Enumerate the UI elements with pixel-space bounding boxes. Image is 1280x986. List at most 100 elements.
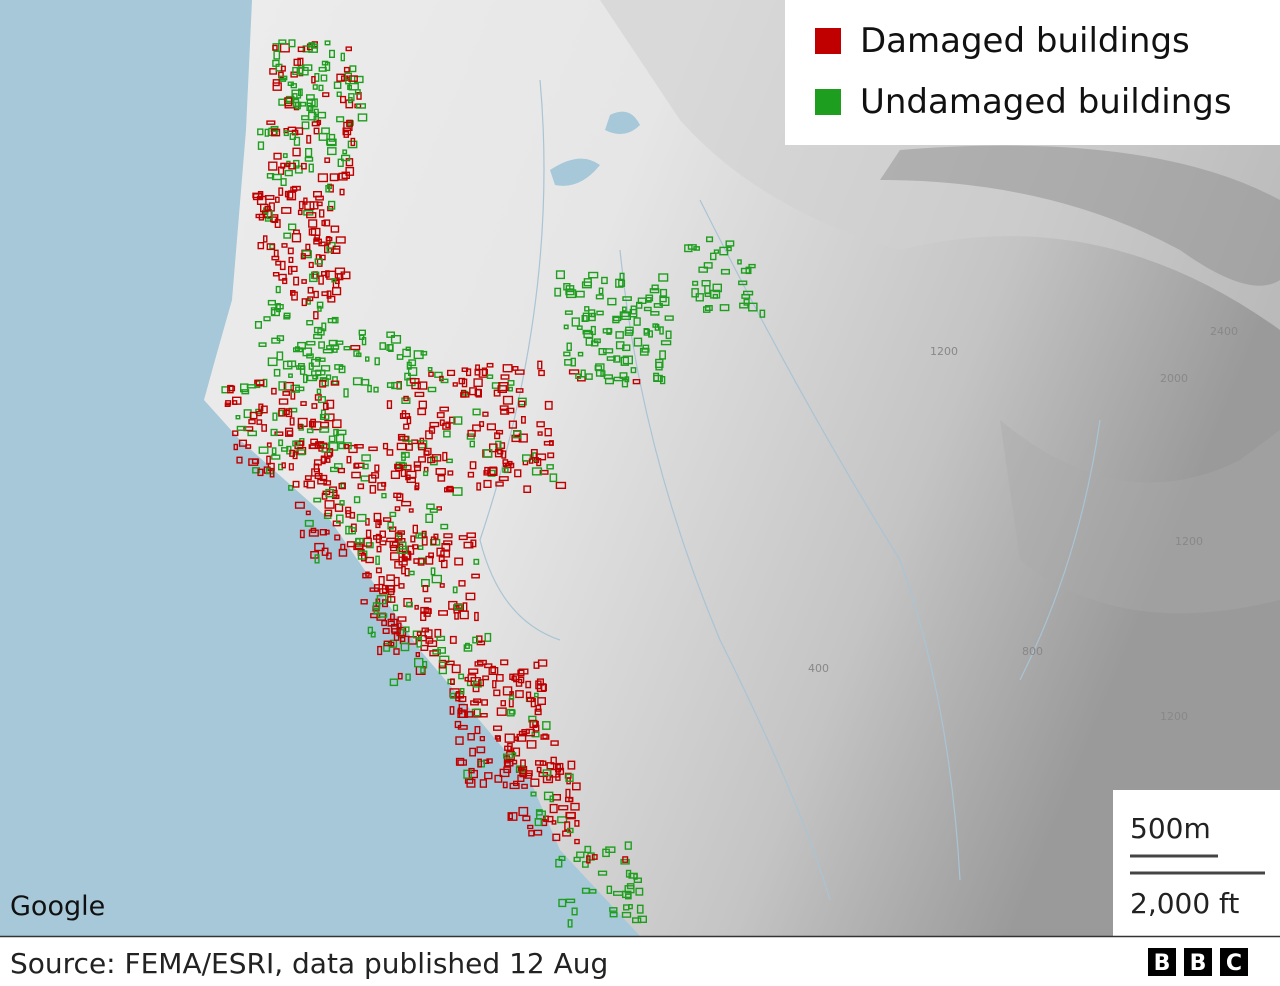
building [409,378,420,384]
building [484,663,493,669]
building [326,138,337,146]
building [521,416,526,424]
building [346,119,353,127]
building [540,734,550,740]
building [271,255,280,261]
building [281,243,288,248]
building [504,733,515,743]
building [397,616,407,622]
building [360,378,370,386]
scale-imperial: 2,000 ft [1130,887,1239,920]
building [414,657,424,668]
building [489,466,498,476]
building [474,388,482,397]
building [455,691,465,699]
building [319,427,330,433]
building [500,374,510,380]
building [321,322,327,332]
building [591,854,598,860]
building [375,555,380,565]
building [287,81,294,86]
building [542,721,551,730]
building [303,64,313,72]
building [298,200,304,210]
building [479,736,485,742]
building [301,279,307,284]
building [458,535,468,541]
building [522,815,531,822]
building [425,555,434,565]
building [338,365,346,374]
building [406,601,413,608]
building [308,261,314,269]
building [373,386,379,393]
building [450,678,455,685]
building [432,649,442,655]
building [257,141,265,150]
building [335,340,344,345]
building [584,306,590,312]
building [317,305,322,312]
building [639,347,649,356]
building [541,819,548,827]
building [495,481,504,487]
building [748,263,756,269]
building [248,419,256,425]
building [368,446,378,452]
building [367,626,373,635]
building [305,147,313,158]
building [356,352,362,358]
building [482,675,490,681]
building [613,316,622,322]
building [523,485,532,494]
building [660,376,666,385]
building [469,747,476,757]
building [458,377,466,385]
building [743,290,754,296]
building [408,367,418,376]
building [428,552,434,559]
building [748,302,758,312]
building [580,369,586,378]
building [445,421,450,429]
building [581,887,590,894]
building [418,443,427,451]
building [643,306,652,312]
building [330,225,340,233]
building [507,460,513,466]
building [529,719,538,729]
building [615,341,625,350]
building [659,296,670,306]
building [324,529,330,535]
logo-letter: B [1190,951,1207,976]
building [582,861,589,868]
building [622,306,627,312]
building [430,536,437,545]
building [278,381,287,391]
building [466,778,476,788]
logo-box [1184,948,1212,976]
building [324,40,331,46]
building [314,542,325,552]
building [465,711,474,718]
building [461,367,469,373]
building [563,324,569,330]
building [347,140,358,149]
building [393,576,400,587]
building [296,365,306,370]
building [343,388,349,398]
building [374,464,380,472]
building [412,544,419,550]
building [438,659,447,669]
building [408,570,415,576]
building [457,724,468,730]
building [622,856,629,863]
building [390,470,401,480]
building [342,127,352,136]
building [399,413,411,420]
building [633,337,643,347]
building [319,379,327,388]
building [320,254,326,261]
building [386,449,394,456]
building [533,661,540,669]
